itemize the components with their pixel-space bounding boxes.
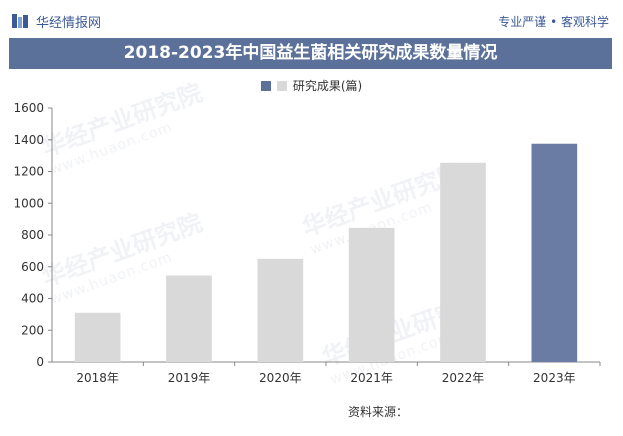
legend-label: 研究成果(篇) xyxy=(292,79,363,93)
top-bar: 华经情报网 专业严谨 • 客观科学 xyxy=(0,0,623,38)
bar xyxy=(531,143,578,362)
y-tick-label: 1000 xyxy=(13,196,44,210)
source-note: 资料来源： xyxy=(348,405,409,419)
legend-swatch-default xyxy=(276,80,287,91)
slogan: 专业严谨 • 客观科学 xyxy=(498,15,609,29)
logo[interactable]: 华经情报网 xyxy=(10,10,101,32)
x-tick-label: 2019年 xyxy=(168,371,211,385)
bar xyxy=(348,227,395,362)
y-tick-label: 1200 xyxy=(13,165,44,179)
x-tick-label: 2023年 xyxy=(533,371,576,385)
y-tick-label: 800 xyxy=(21,228,44,242)
x-tick-label: 2022年 xyxy=(442,371,485,385)
bar xyxy=(440,162,486,362)
huajing-logo-icon xyxy=(12,14,28,28)
y-tick-label: 200 xyxy=(21,323,44,337)
legend[interactable]: 研究成果(篇) xyxy=(0,77,623,94)
y-tick-label: 600 xyxy=(21,260,44,274)
y-tick-label: 1600 xyxy=(13,101,44,115)
x-tick-label: 2020年 xyxy=(259,371,302,385)
x-tick-label: 2021年 xyxy=(350,371,393,385)
bar xyxy=(257,258,304,362)
chart-title: 2018-2023年中国益生菌相关研究成果数量情况 xyxy=(9,38,612,69)
y-tick-label: 0 xyxy=(36,355,44,369)
y-tick-label: 400 xyxy=(21,292,44,306)
site-name: 华经情报网 xyxy=(36,15,102,31)
y-tick-label: 1400 xyxy=(13,133,44,147)
bar xyxy=(74,312,121,362)
legend-swatch-highlight xyxy=(260,80,271,91)
x-tick-label: 2018年 xyxy=(76,371,119,385)
bar xyxy=(166,275,212,362)
